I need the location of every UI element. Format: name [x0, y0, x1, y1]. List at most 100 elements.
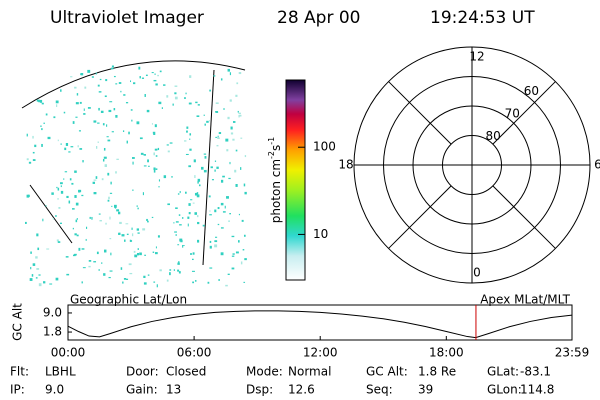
pixel — [78, 189, 82, 193]
pixel — [130, 80, 132, 83]
pixel — [46, 248, 50, 250]
mlt-label: 0 — [473, 266, 481, 280]
pixel — [99, 78, 102, 81]
pixel — [36, 268, 40, 270]
pixel — [203, 153, 207, 155]
spoke — [388, 185, 452, 249]
pixel — [188, 165, 192, 168]
pixel — [173, 269, 175, 271]
pixel — [98, 213, 101, 215]
pixel — [235, 94, 238, 97]
pixel — [76, 93, 79, 96]
field-label: Flt: — [10, 365, 29, 379]
pixel — [179, 191, 181, 194]
pixel — [189, 133, 192, 136]
limb-line — [29, 184, 73, 244]
pixel — [108, 276, 111, 279]
pixel — [109, 238, 112, 240]
pixel — [177, 262, 180, 265]
pixel — [38, 283, 42, 287]
pixel — [204, 156, 207, 159]
pixel — [178, 271, 181, 274]
pixel — [45, 113, 48, 116]
pixel — [151, 216, 154, 219]
pixel — [202, 224, 205, 227]
pixel — [235, 251, 239, 254]
pixel — [105, 222, 107, 225]
pixel — [188, 212, 191, 215]
pixel — [70, 76, 73, 78]
pixel — [227, 116, 230, 120]
pixel — [174, 96, 178, 100]
pixel — [32, 151, 35, 154]
pixel — [194, 192, 198, 196]
pixel — [66, 273, 70, 276]
pixel — [188, 102, 192, 105]
pixel — [107, 139, 111, 142]
pixel — [99, 219, 102, 222]
pixel — [28, 161, 32, 164]
pixel — [116, 158, 119, 160]
x-tick-label: 18:00 — [429, 346, 464, 360]
pixel — [236, 82, 239, 85]
pixel — [222, 211, 226, 213]
pixel — [190, 253, 192, 255]
pixel — [215, 111, 219, 113]
pixel — [111, 205, 113, 207]
pixel — [74, 170, 77, 173]
pixel — [189, 138, 191, 140]
pixel — [193, 159, 196, 163]
pixel — [107, 199, 110, 202]
pixel — [55, 215, 57, 218]
pixel — [26, 133, 28, 137]
pixel — [58, 207, 61, 209]
pixel — [185, 191, 187, 194]
spoke — [388, 81, 452, 145]
colorbar-label: photon cm-2s-1 — [267, 137, 283, 224]
pixel — [118, 82, 122, 84]
pixel — [209, 210, 211, 212]
pixel — [157, 74, 159, 77]
pixel — [143, 275, 146, 278]
pixel — [192, 202, 195, 204]
pixel — [184, 140, 187, 142]
pixel — [174, 92, 177, 95]
pixel — [175, 221, 179, 223]
pixel — [60, 185, 62, 188]
field-value: 1.8 Re — [418, 365, 456, 379]
pixel — [109, 192, 113, 194]
plot-frame — [67, 304, 573, 341]
pixel — [185, 153, 189, 156]
field-label: GLon: — [487, 383, 522, 397]
pixel — [171, 176, 173, 178]
pixel — [109, 101, 113, 103]
pixel — [169, 269, 172, 271]
pixel — [242, 249, 245, 251]
pixel — [60, 182, 63, 185]
altitude-line — [67, 310, 573, 339]
pixel — [143, 165, 147, 167]
pixel — [65, 256, 69, 258]
pixel — [197, 239, 200, 243]
pixel — [114, 206, 117, 209]
pixel — [96, 146, 98, 149]
pixel — [74, 233, 77, 236]
pixel — [181, 217, 184, 219]
pixel — [136, 228, 140, 231]
pixel — [241, 219, 244, 222]
pixel — [56, 104, 58, 108]
pixel — [194, 280, 197, 282]
pixel — [161, 107, 163, 109]
pixel — [227, 68, 230, 72]
pixel — [138, 66, 141, 70]
pixel — [143, 154, 147, 156]
pixel — [230, 126, 233, 130]
pixel — [189, 75, 192, 78]
x-tick-label: 23:59 — [555, 346, 590, 360]
pixel — [57, 198, 59, 200]
pixel — [93, 120, 97, 123]
field-value: 114.8 — [520, 383, 554, 397]
pixel — [153, 170, 156, 173]
pixel — [89, 216, 91, 219]
